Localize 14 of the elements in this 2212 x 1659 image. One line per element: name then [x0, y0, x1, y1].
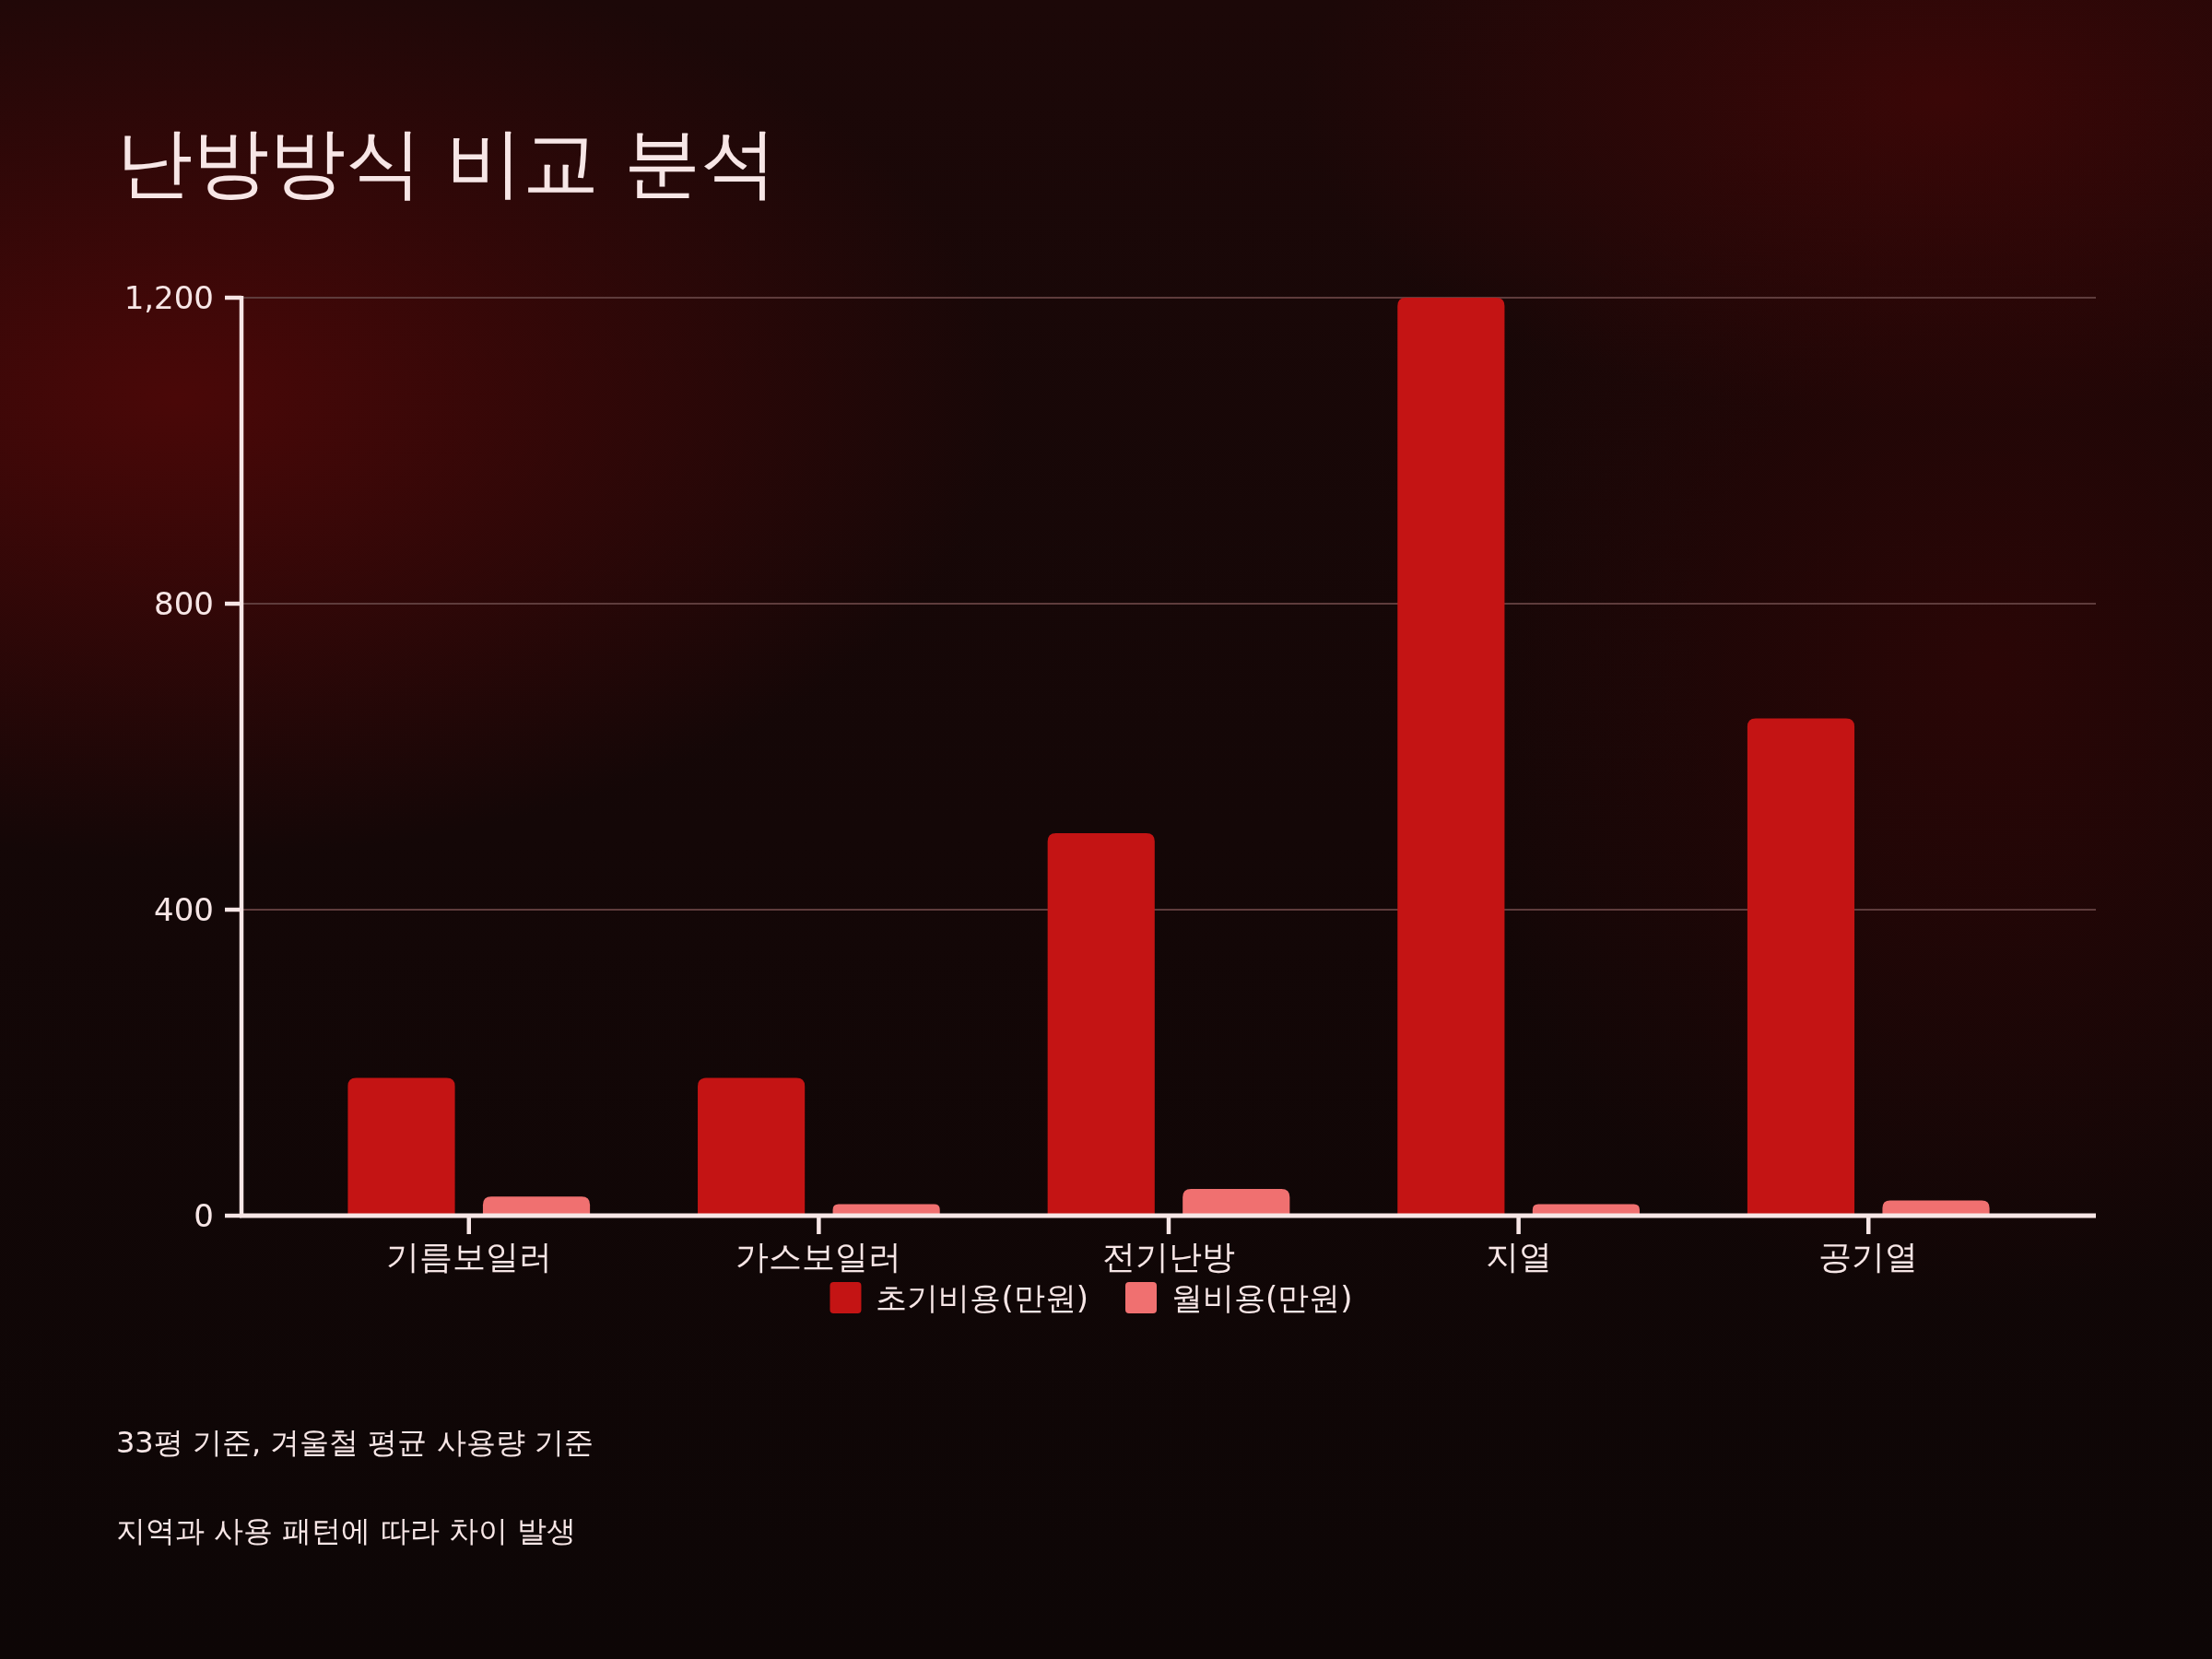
- legend-label: 초기비용(만원): [876, 1279, 1088, 1316]
- ytick: 0: [194, 1197, 214, 1234]
- legend-label: 월비용(만원): [1171, 1279, 1353, 1316]
- xtick: 공기열: [1818, 1238, 1919, 1276]
- xtick: 가스보일러: [735, 1238, 902, 1276]
- ytick: 400: [154, 891, 214, 928]
- ytick: 1,200: [124, 279, 214, 316]
- ytick: 800: [154, 585, 214, 622]
- xtick: 기름보일러: [385, 1238, 552, 1276]
- note: 33평 기준, 겨울철 평균 사용량 기준: [116, 1425, 594, 1460]
- title: 난방방식 비교 분석: [116, 118, 777, 207]
- xtick: 지열: [1485, 1238, 1552, 1276]
- note: 지역과 사용 패턴에 따라 차이 발생: [116, 1513, 576, 1548]
- xtick: 전기난방: [1102, 1238, 1235, 1276]
